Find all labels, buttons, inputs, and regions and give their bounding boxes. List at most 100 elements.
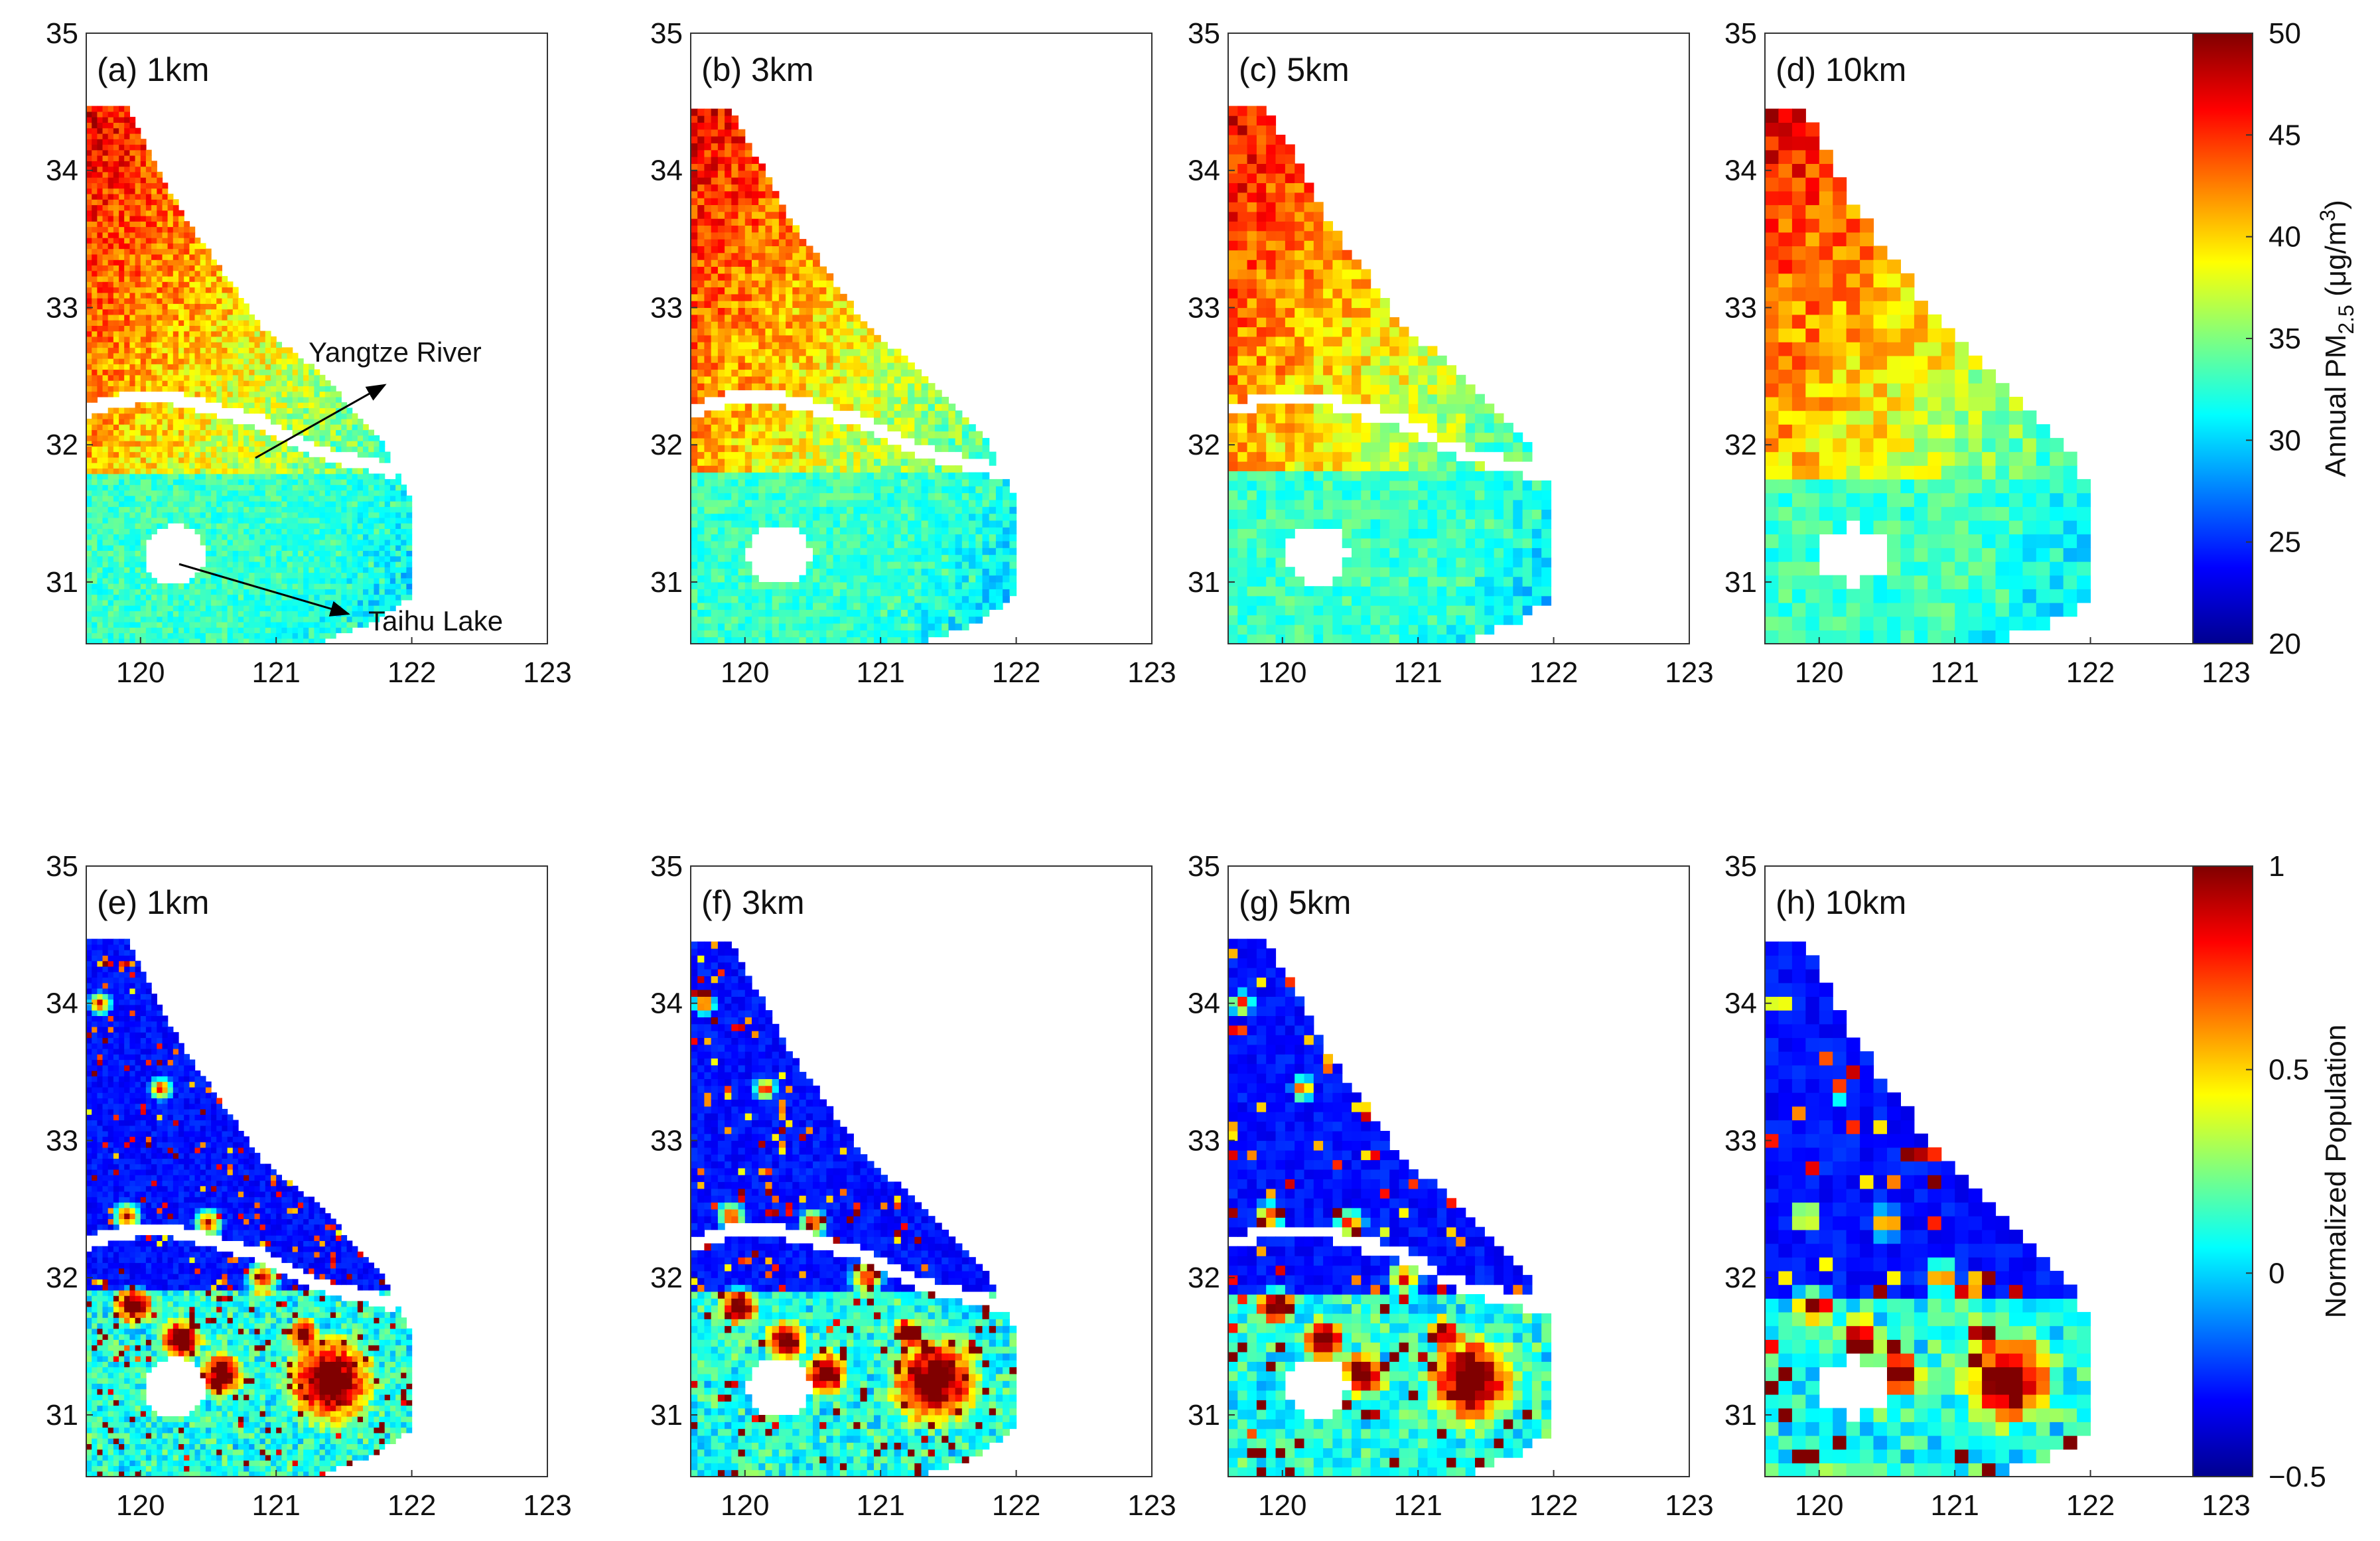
heat-cell [232,599,239,606]
heat-cell [389,545,396,551]
heat-cell [92,463,98,469]
heat-cell [826,280,834,287]
heat-cell [731,307,739,315]
heat-cell [249,429,255,436]
heat-cell [92,418,98,425]
heat-cell [129,275,136,282]
heat-cell [813,321,820,329]
heat-cell [752,355,759,363]
heat-cell [97,473,104,480]
heat-cell [297,369,304,376]
heat-cell [765,334,773,342]
heat-cell [124,281,130,288]
heat-cell [725,239,732,246]
heat-cell [805,609,813,617]
heat-cell [249,468,255,475]
heat-cell [281,589,288,595]
heat-cell [324,539,331,546]
heat-cell [107,336,114,342]
heat-cell [200,506,206,513]
heat-cell [205,478,212,485]
heat-cell [107,391,114,398]
heat-cell [368,539,374,546]
heat-cell [738,362,746,370]
heat-cell [805,410,813,418]
heat-cell [826,301,834,308]
heat-cell [778,445,786,453]
heat-cell [711,472,719,480]
heat-cell [97,478,104,485]
heat-cell [151,161,157,167]
heat-cell [389,478,396,485]
heat-cell [135,611,141,617]
heat-cell [336,550,342,557]
heat-cell [205,413,212,419]
heat-cell [379,446,385,453]
heat-cell [119,352,125,359]
heat-cell [92,386,98,392]
heat-cell [374,517,380,524]
heat-cell [107,506,114,513]
heat-cell [119,457,125,463]
heat-cell [792,246,800,254]
heat-cell [368,478,374,485]
heat-cell [691,445,698,453]
heat-cell [738,157,746,164]
heat-cell [711,184,719,192]
heat-cell [102,380,109,386]
heat-cell [249,320,255,326]
heat-cell [281,380,288,386]
heat-cell [157,506,163,513]
heat-cell [314,577,320,584]
heat-cell [232,539,239,546]
heat-cell [697,136,705,143]
heat-cell [711,561,719,569]
heat-cell [86,127,92,134]
heat-cell [205,473,212,480]
heat-cell [205,605,212,611]
heat-cell [389,599,396,606]
heat-cell [813,561,820,569]
heat-cell [717,170,725,178]
heat-cell [725,417,732,425]
heat-cell [374,528,380,535]
heat-cell [227,369,234,376]
heat-cell [711,589,719,597]
heat-cell [826,575,834,583]
heat-cell [401,550,407,557]
heat-cell [227,638,234,644]
heat-cell [129,561,136,567]
heat-cell [778,328,786,336]
heat-cell [167,281,174,288]
heat-cell [297,484,304,491]
heat-cell [691,472,698,480]
heat-cell [129,336,136,342]
heat-cell [162,495,169,502]
heat-cell [711,630,719,638]
heat-cell [363,512,369,518]
heat-cell [249,605,255,611]
heat-cell [725,204,732,212]
heat-cell [341,583,348,589]
heat-cell [297,407,304,414]
heat-cell [140,567,147,573]
heat-cell [276,386,282,392]
heat-cell [336,396,342,403]
heat-cell [205,287,212,293]
heat-cell [200,517,206,524]
heat-cell [184,583,190,589]
heat-cell [216,594,222,601]
heat-cell [97,122,104,129]
heat-cell [265,435,271,441]
heat-cell [758,239,766,246]
heat-cell [211,594,217,601]
heat-cell [227,418,234,425]
heat-cell [135,133,141,139]
heat-cell [259,555,266,562]
heat-cell [717,129,725,137]
heat-cell [124,534,130,540]
heat-cell [792,437,800,445]
heat-cell [113,265,119,271]
heat-cell [276,364,282,370]
heat-cell [389,572,396,579]
